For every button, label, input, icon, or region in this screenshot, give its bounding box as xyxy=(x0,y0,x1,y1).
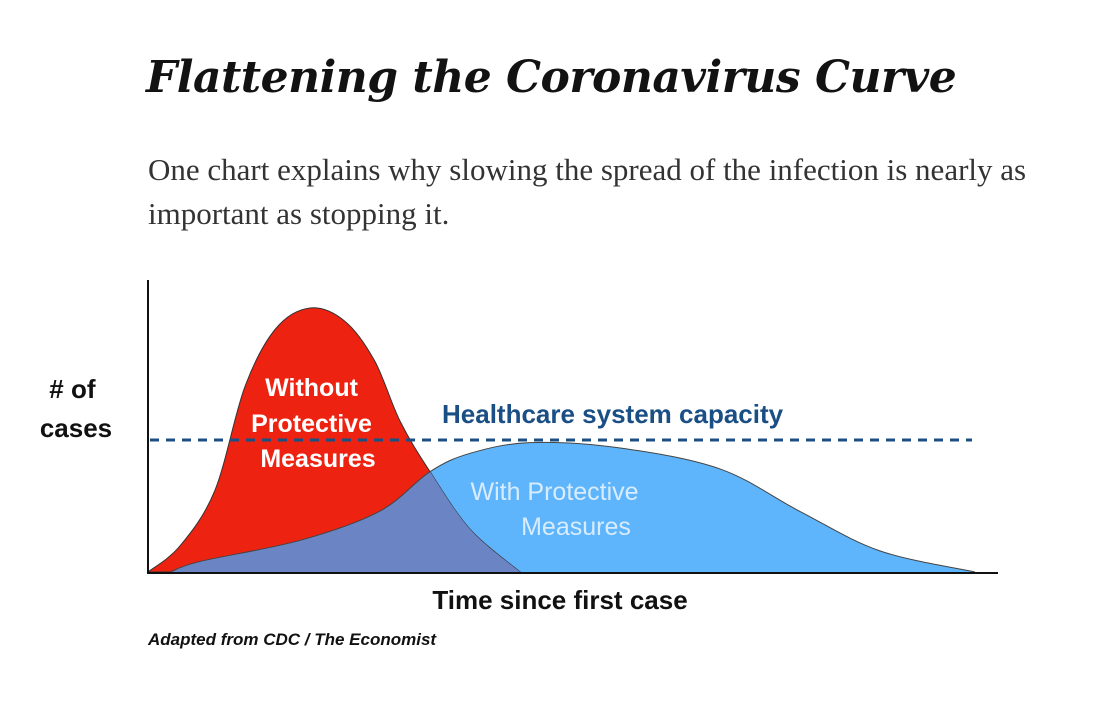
series-label-with: With Protective Measures xyxy=(470,478,645,541)
series-with-protective-measures-outline xyxy=(170,441,976,573)
series-label-without: Without Protective Measures xyxy=(251,374,379,473)
chart-subtitle: One chart explains why slowing the sprea… xyxy=(148,152,1027,231)
x-axis-label: Time since first case xyxy=(432,585,687,615)
chart-title: Flattening the Coronavirus Curve xyxy=(146,52,957,103)
y-axis-label: # of cases xyxy=(40,374,112,443)
capacity-label: Healthcare system capacity xyxy=(442,399,784,429)
source-note: Adapted from CDC / The Economist xyxy=(147,630,437,649)
